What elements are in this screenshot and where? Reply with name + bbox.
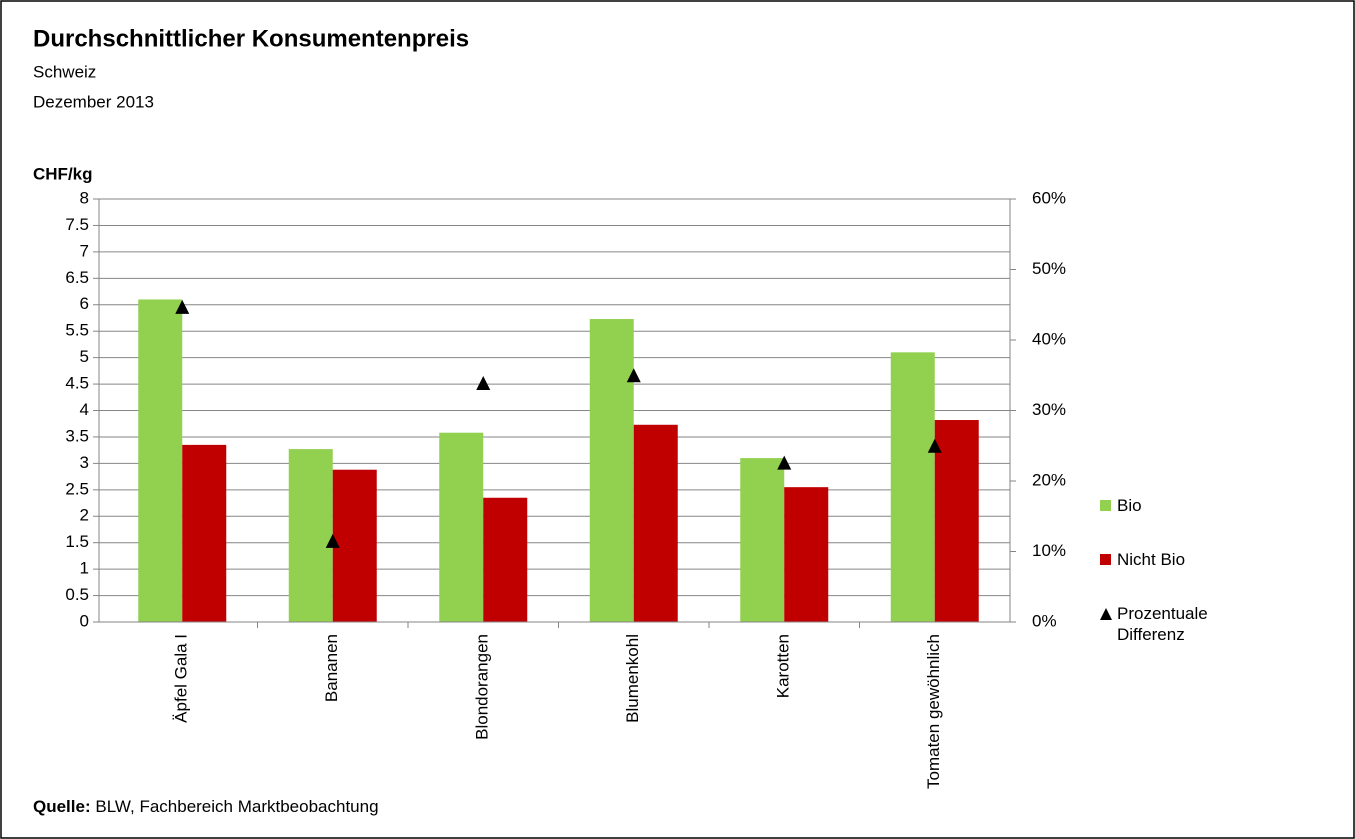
bar — [439, 432, 484, 622]
y2-tick-label: 10% — [1032, 541, 1066, 560]
bar — [740, 458, 785, 622]
marker — [476, 376, 491, 391]
legend-label: Prozentuale Differenz — [1117, 604, 1208, 644]
y-tick-label: 5.5 — [65, 321, 89, 340]
marker — [325, 533, 340, 548]
x-tick-label: Blondorangen — [473, 634, 492, 740]
x-tick-label: Tomaten gewöhnlich — [924, 634, 943, 789]
bar — [934, 420, 979, 622]
y-tick-label: 5 — [80, 347, 89, 366]
x-tick-label: Äpfel Gala I — [172, 634, 191, 723]
marker — [927, 438, 942, 453]
legend-label: Nicht Bio — [1117, 550, 1186, 569]
source: Quelle: BLW, Fachbereich Marktbeobachtun… — [33, 797, 379, 816]
y2-tick-label: 0% — [1032, 611, 1057, 630]
y2-tick-label: 20% — [1032, 470, 1066, 489]
marker — [626, 368, 641, 383]
marker — [777, 455, 792, 470]
y-tick-label: 1 — [80, 559, 89, 578]
subtitle: Schweiz — [33, 62, 96, 81]
y-tick-label: 0.5 — [65, 585, 89, 604]
y-tick-label: 4 — [80, 400, 89, 419]
bar — [784, 487, 829, 622]
source-label: Quelle: — [33, 797, 91, 816]
bar — [332, 469, 377, 622]
x-tick-label: Blumenkohl — [623, 634, 642, 723]
y2-tick-label: 60% — [1032, 188, 1066, 207]
y-tick-label: 3 — [80, 453, 89, 472]
y2-tick-label: 50% — [1032, 259, 1066, 278]
bar — [483, 497, 528, 622]
y-tick-label: 0 — [80, 611, 89, 630]
y-tick-label: 6.5 — [65, 268, 89, 287]
y-tick-label: 2.5 — [65, 479, 89, 498]
marker — [175, 299, 190, 314]
y-tick-label: 7.5 — [65, 215, 89, 234]
y-tick-label: 2 — [80, 506, 89, 525]
y-axis-label: CHF/kg — [33, 164, 93, 183]
legend-label: Bio — [1117, 496, 1142, 515]
x-tick-label: Karotten — [774, 634, 793, 698]
bar — [288, 449, 333, 622]
bar — [182, 444, 227, 622]
legend-swatch — [1100, 554, 1111, 565]
legend-swatch — [1100, 500, 1111, 511]
legend-marker — [1100, 608, 1112, 620]
y-tick-label: 6 — [80, 294, 89, 313]
y-tick-label: 4.5 — [65, 374, 89, 393]
y-tick-label: 3.5 — [65, 426, 89, 445]
y-tick-label: 8 — [80, 188, 89, 207]
y2-tick-label: 40% — [1032, 329, 1066, 348]
bar — [138, 299, 183, 622]
bar — [633, 424, 678, 622]
y-tick-label: 1.5 — [65, 532, 89, 551]
source-text: BLW, Fachbereich Marktbeobachtung — [95, 797, 378, 816]
bar — [890, 352, 935, 622]
bar — [589, 319, 634, 622]
subtitle: Dezember 2013 — [33, 92, 154, 111]
y2-tick-label: 30% — [1032, 400, 1066, 419]
x-tick-label: Bananen — [322, 634, 341, 702]
chart-title: Durchschnittlicher Konsumentenpreis — [33, 25, 469, 52]
y-tick-label: 7 — [80, 241, 89, 260]
